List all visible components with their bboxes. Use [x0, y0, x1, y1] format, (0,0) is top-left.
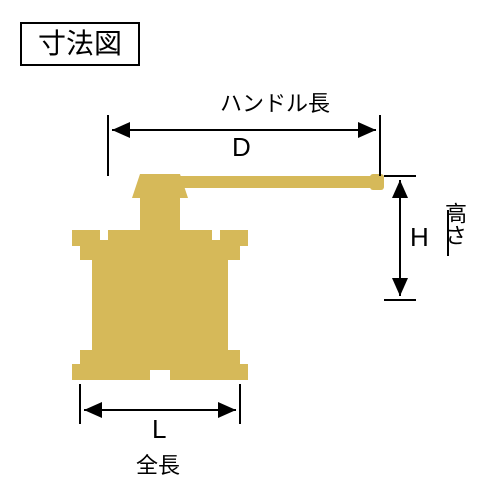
label-L: L: [152, 414, 166, 445]
label-height: 高さ: [438, 202, 470, 246]
label-total-length: 全長: [136, 448, 180, 480]
label-handle-length: ハンドル長: [220, 86, 330, 118]
valve-shape: [72, 174, 384, 380]
label-D: D: [232, 132, 251, 163]
label-H: H: [410, 222, 429, 253]
